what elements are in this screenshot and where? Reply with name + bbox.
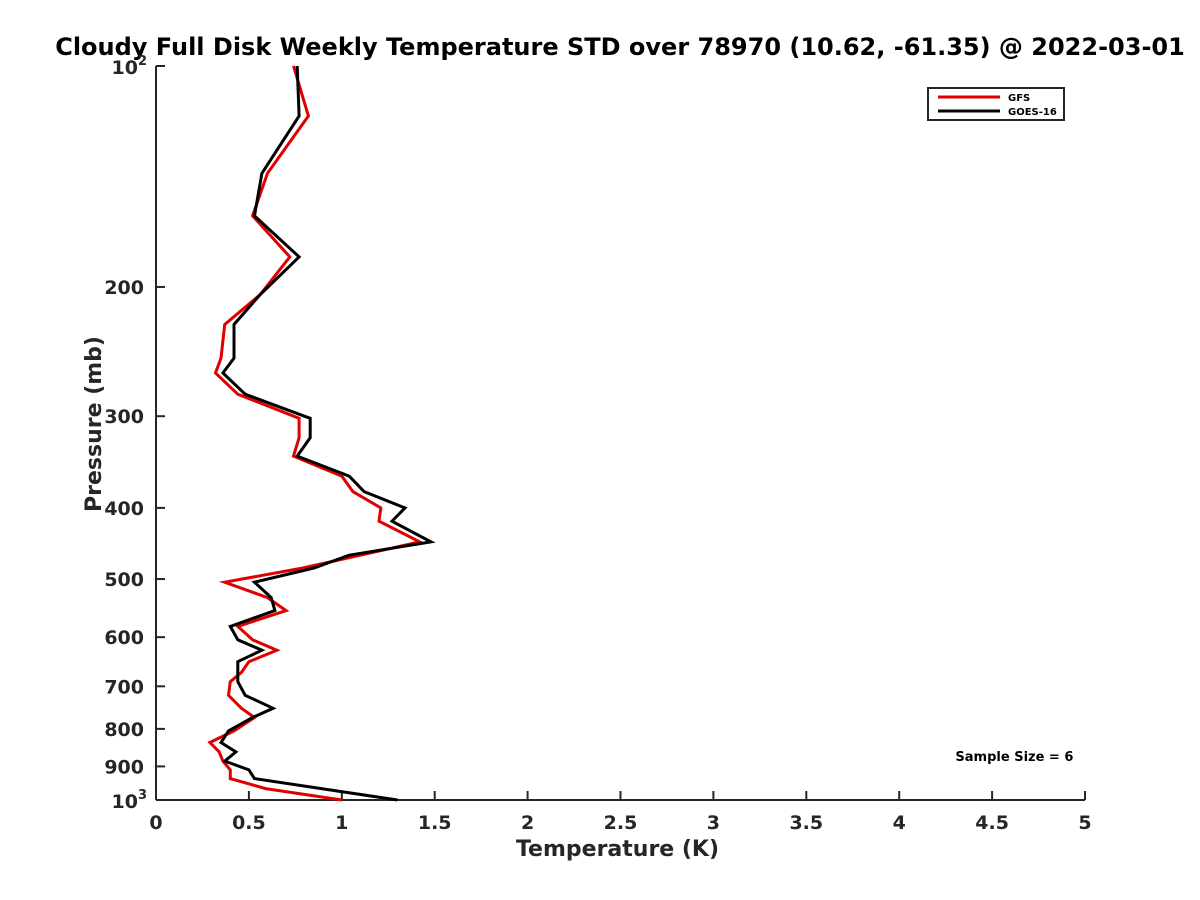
sample-size-annotation: Sample Size = 6 [955,750,1073,765]
y-tick-label: 103 [112,788,148,813]
x-axis-ticks: 0 0.5 1 1.5 2 2.5 3 3.5 4 4.5 5 [149,791,1092,834]
x-tick-label: 3 [707,812,720,834]
x-axis-title: Temperature (K) [516,837,719,862]
x-tick-label: 5 [1078,812,1091,834]
legend-label-gfs: GFS [1008,93,1030,104]
x-tick-label: 4.5 [975,812,1009,834]
x-tick-label: 2.5 [604,812,638,834]
y-tick-label: 800 [104,719,144,741]
annotations: Sample Size = 6 [955,750,1073,765]
x-tick-label: 3.5 [789,812,823,834]
legend-box [927,87,1065,121]
x-tick-label: 1.5 [418,812,452,834]
x-tick-label: 4 [893,812,906,834]
y-tick-label: 400 [104,498,144,520]
series-line-gfs [207,65,425,802]
x-tick-label: 0.5 [232,812,266,834]
y-axis-title: Pressure (mb) [82,336,107,512]
y-tick-label: 500 [104,569,144,591]
legend: GFS GOES-16 [927,87,1065,121]
legend-label-goes-16: GOES-16 [1008,107,1057,118]
y-axis-ticks: 102 200 300 400 500 600 700 800 900 103 [104,54,165,813]
y-tick-label: 900 [104,756,144,778]
chart-title: Cloudy Full Disk Weekly Temperature STD … [55,33,1185,61]
y-tick-label: 102 [112,54,148,79]
y-tick-label: 300 [104,406,144,428]
x-tick-label: 0 [149,812,162,834]
series-line-goes-16 [218,65,436,802]
x-tick-label: 1 [335,812,348,834]
y-tick-label: 700 [104,676,144,698]
chart-axes [155,66,1085,801]
x-tick-label: 2 [521,812,534,834]
y-tick-label: 600 [104,627,144,649]
y-tick-label: 200 [104,277,144,299]
series-lines [207,65,436,802]
